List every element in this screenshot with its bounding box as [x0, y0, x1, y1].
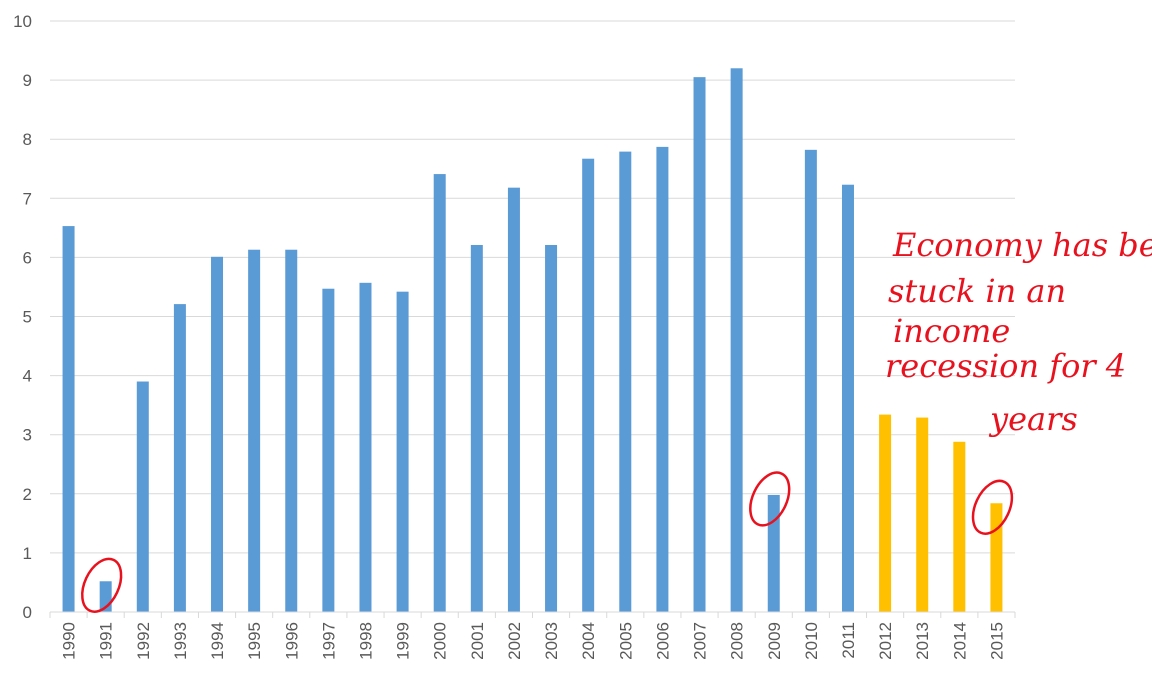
x-axis-ticks: 1990 1991 1992 1993 1994 1995 1996 1997 1998 1999…	[49, 612, 1016, 660]
x-tick-label: 1992	[134, 622, 153, 660]
x-tick-label: 1999	[394, 622, 413, 660]
x-tick-label: 2012	[876, 622, 895, 660]
x-tick-label: 1993	[171, 622, 190, 660]
x-tick-label: 2013	[913, 622, 932, 660]
x-tick-label: 2010	[802, 622, 821, 660]
y-tick-label: 1	[23, 544, 32, 563]
x-tick-label: 2006	[653, 622, 672, 660]
y-tick-label: 9	[23, 71, 32, 90]
bar-1996	[285, 249, 298, 613]
x-tick-label: 2003	[542, 622, 561, 660]
x-tick-label: 1990	[60, 622, 79, 660]
bar-2012	[879, 414, 892, 612]
circle-2009	[749, 471, 791, 527]
x-tick-label: 2001	[468, 622, 487, 660]
bar-2008	[730, 68, 743, 612]
y-tick-label: 10	[13, 12, 32, 31]
handwritten-note: Economy has been stuck in anincomerecessi…	[885, 226, 1152, 438]
y-tick-label: 5	[23, 308, 32, 327]
bar-1995	[248, 249, 261, 613]
y-tick-label: 4	[23, 367, 32, 386]
x-tick-label: 1996	[282, 622, 301, 660]
y-tick-label: 6	[23, 248, 32, 267]
x-tick-label: 2002	[505, 622, 524, 660]
y-tick-label: 7	[23, 189, 32, 208]
x-tick-label: 1998	[356, 622, 375, 660]
hand-drawn-circles	[80, 471, 1014, 613]
bars	[62, 68, 1003, 613]
note-line: recession for 4	[885, 347, 1126, 385]
bar-1999	[396, 291, 409, 612]
bar-2011	[841, 184, 854, 612]
x-tick-label: 1995	[245, 622, 264, 660]
x-tick-label: 1991	[97, 622, 116, 660]
y-tick-label: 3	[23, 426, 32, 445]
bar-2007	[693, 77, 706, 612]
bar-2006	[656, 146, 669, 612]
bar-1994	[211, 256, 224, 612]
bar-2014	[953, 441, 966, 612]
bar-1998	[359, 282, 372, 612]
bar-2013	[916, 417, 929, 612]
x-tick-label: 2014	[950, 622, 969, 660]
note-line: stuck in an	[888, 272, 1066, 310]
y-tick-label: 8	[23, 130, 32, 149]
x-tick-label: 1997	[319, 622, 338, 660]
bar-2004	[582, 158, 595, 612]
x-tick-label: 2011	[839, 622, 858, 659]
circle-1991	[80, 557, 123, 613]
bar-2015	[990, 503, 1003, 612]
bar-2000	[433, 174, 446, 612]
x-tick-label: 2000	[431, 622, 450, 660]
bar-2005	[619, 151, 632, 612]
bar-2002	[507, 187, 520, 613]
bar-1993	[173, 304, 186, 612]
x-tick-label: 1994	[208, 622, 227, 660]
x-tick-label: 2005	[616, 622, 635, 660]
x-tick-label: 2007	[691, 622, 710, 660]
bar-2010	[804, 149, 817, 612]
x-tick-label: 2015	[987, 622, 1006, 660]
y-tick-label: 0	[23, 603, 32, 622]
note-line: years	[988, 400, 1078, 438]
bar-2009	[767, 494, 780, 612]
bar-2001	[470, 244, 483, 612]
circle-2015	[971, 479, 1014, 535]
x-tick-label: 2009	[765, 622, 784, 660]
x-tick-label: 2004	[579, 622, 598, 660]
bar-1997	[322, 288, 335, 612]
y-tick-label: 2	[23, 485, 32, 504]
bar-2003	[545, 244, 558, 612]
y-axis-ticks: 0 1 2 3 4 5 6 7 8 9 10	[13, 12, 32, 622]
bar-1990	[62, 226, 75, 612]
bar-1992	[136, 381, 149, 612]
note-line: Economy has been	[892, 226, 1152, 264]
x-tick-label: 2008	[728, 622, 747, 660]
note-line: income	[893, 312, 1010, 350]
gridlines	[50, 20, 1015, 554]
